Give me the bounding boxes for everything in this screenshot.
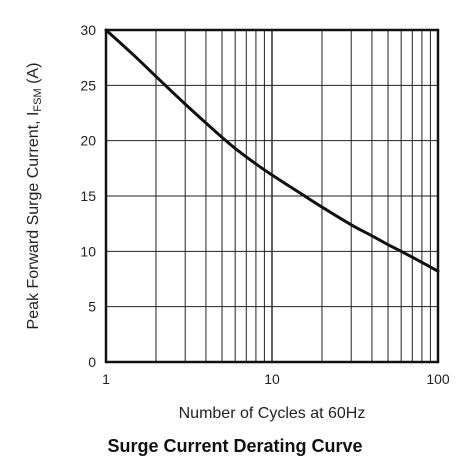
y-tick-label: 30 — [80, 22, 96, 38]
y-tick-label: 25 — [80, 77, 96, 93]
chart-title: Surge Current Derating Curve — [107, 436, 362, 456]
y-tick-label: 0 — [88, 354, 96, 370]
grid-lines — [106, 30, 438, 362]
x-tick-label: 10 — [264, 371, 280, 387]
y-tick-labels: 0 5 10 15 20 25 30 — [80, 22, 96, 370]
x-tick-label: 1 — [102, 371, 110, 387]
y-axis-title: Peak Forward Surge Current, IFSM (A) — [25, 63, 44, 330]
x-axis-title: Number of Cycles at 60Hz — [179, 405, 366, 422]
y-axis-subscript: FSM — [32, 88, 44, 111]
y-tick-label: 15 — [80, 188, 96, 204]
y-axis-unit: (A) — [25, 63, 42, 89]
x-tick-label: 100 — [426, 371, 450, 387]
x-tick-labels: 1 10 100 — [102, 371, 450, 387]
plot-frame — [104, 28, 440, 364]
y-tick-label: 5 — [88, 299, 96, 315]
y-tick-label: 20 — [80, 133, 96, 149]
data-line — [104, 28, 440, 273]
y-tick-label: 10 — [80, 243, 96, 259]
